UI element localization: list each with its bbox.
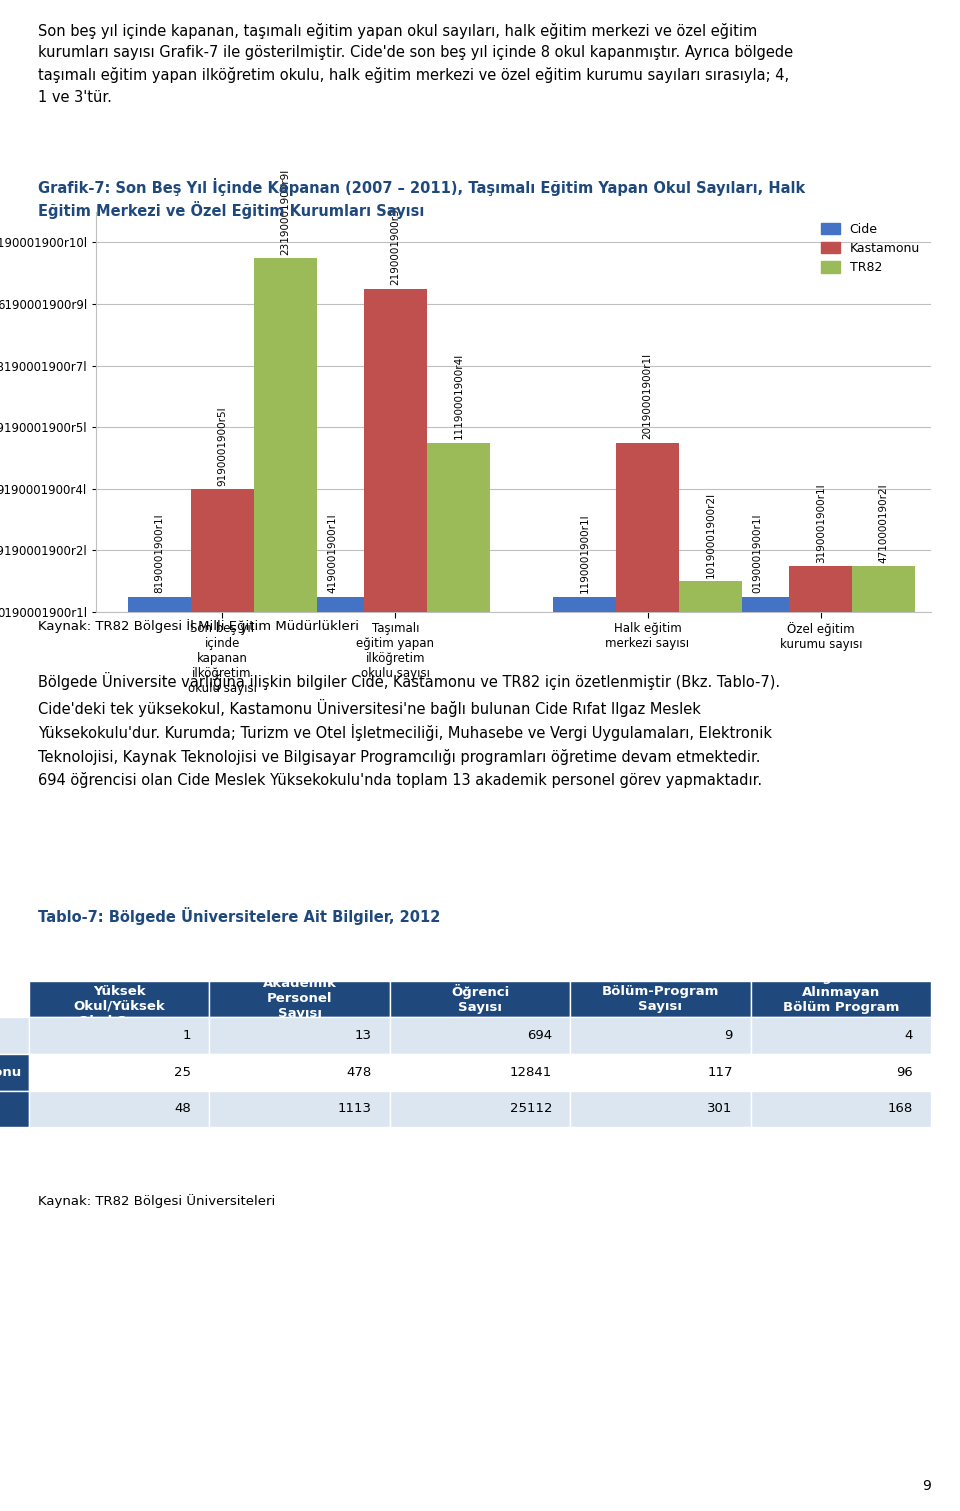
- Bar: [616, 443, 679, 612]
- Bar: [789, 565, 852, 612]
- Text: 11190001900r4l: 11190001900r4l: [453, 354, 464, 440]
- Text: Tablo-7: Bölgede Üniversitelere Ait Bilgiler, 2012: Tablo-7: Bölgede Üniversitelere Ait Bilg…: [38, 907, 441, 925]
- Text: 2190001900r3l: 2190001900r3l: [391, 205, 400, 286]
- Bar: [553, 597, 616, 612]
- Bar: [679, 582, 742, 612]
- Text: 9190001900r5l: 9190001900r5l: [217, 406, 228, 485]
- Text: Grafik-7: Son Beş Yıl İçinde Kapanan (2007 – 2011), Taşımalı Eğitim Yapan Okul S: Grafik-7: Son Beş Yıl İçinde Kapanan (20…: [38, 178, 805, 196]
- Text: 0190001900r1l: 0190001900r1l: [753, 514, 763, 594]
- Legend: Cide, Kastamonu, TR82: Cide, Kastamonu, TR82: [816, 218, 924, 280]
- Text: Kaynak: TR82 Bölgesi Üniversiteleri: Kaynak: TR82 Bölgesi Üniversiteleri: [38, 1194, 276, 1207]
- Bar: [253, 258, 317, 612]
- Text: 4710000190r2l: 4710000190r2l: [879, 484, 889, 562]
- Bar: [190, 488, 253, 612]
- Text: 20190001900r1l: 20190001900r1l: [642, 354, 653, 440]
- Bar: [300, 597, 364, 612]
- Text: 10190001900r2l: 10190001900r2l: [706, 493, 715, 579]
- Text: 1190001900r1l: 1190001900r1l: [580, 514, 589, 594]
- Text: 8190001900r1l: 8190001900r1l: [154, 514, 164, 594]
- Bar: [128, 597, 190, 612]
- Text: Kaynak: TR82 Bölgesi İl Milli Eğitim Müdürlükleri: Kaynak: TR82 Bölgesi İl Milli Eğitim Müd…: [38, 620, 359, 633]
- Text: 9: 9: [923, 1479, 931, 1493]
- Text: Bölgede Üniversite varlığına ilişkin bilgiler Cide, Kastamonu ve TR82 için özetl: Bölgede Üniversite varlığına ilişkin bil…: [38, 672, 780, 787]
- Bar: [727, 597, 789, 612]
- Text: 4190001900r1l: 4190001900r1l: [327, 514, 337, 594]
- Bar: [364, 289, 427, 612]
- Text: 23190001900r9l: 23190001900r9l: [280, 168, 290, 255]
- Text: Son beş yıl içinde kapanan, taşımalı eğitim yapan okul sayıları, halk eğitim mer: Son beş yıl içinde kapanan, taşımalı eği…: [38, 23, 794, 106]
- Text: Eğitim Merkezi ve Özel Eğitim Kurumları Sayısı: Eğitim Merkezi ve Özel Eğitim Kurumları …: [38, 201, 424, 219]
- Bar: [852, 565, 916, 612]
- Bar: [427, 443, 490, 612]
- Text: 3190001900r1l: 3190001900r1l: [816, 484, 826, 562]
